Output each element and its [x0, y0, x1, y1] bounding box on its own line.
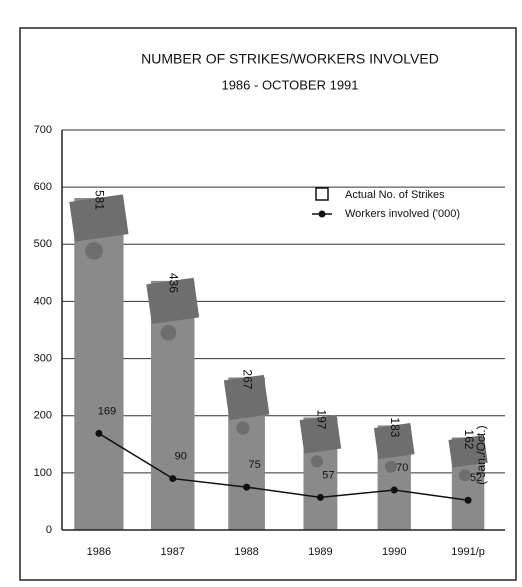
legend-swatch	[315, 187, 329, 201]
value-label: 162	[462, 429, 476, 449]
y-tick-label: 300	[34, 352, 52, 364]
x-tick-label: 1987	[161, 546, 185, 558]
point-label: 169	[98, 405, 116, 417]
point-label: 57	[322, 469, 334, 481]
y-tick-label: 400	[34, 295, 52, 307]
value-label: 436	[167, 273, 181, 293]
sign	[448, 435, 488, 468]
point-label: 75	[248, 459, 260, 471]
head	[236, 421, 250, 435]
sign	[223, 374, 270, 421]
point-label: 90	[175, 450, 187, 462]
x-tick-label: 1989	[308, 546, 332, 558]
y-tick-label: 600	[34, 181, 52, 193]
sign	[69, 194, 129, 242]
value-label: 197	[314, 409, 328, 429]
line-point	[464, 496, 472, 504]
chart-subtitle: 1986 - OCTOBER 1991	[221, 77, 358, 92]
y-tick-label: 200	[34, 410, 52, 422]
y-tick-label: 0	[46, 524, 52, 536]
annotation: ( Jan./Oct.)	[474, 425, 488, 484]
point-label: 52	[470, 472, 482, 484]
value-label: 183	[388, 417, 402, 437]
frame	[19, 27, 517, 581]
y-tick-label: 100	[34, 467, 52, 479]
line-point	[390, 486, 398, 494]
x-tick-label: 1990	[382, 546, 406, 558]
value-label: 267	[240, 369, 254, 389]
head	[160, 324, 177, 341]
y-tick-label: 700	[34, 124, 52, 136]
x-tick-label: 1991/p	[451, 546, 485, 558]
line-point	[316, 493, 324, 501]
sign	[373, 423, 415, 460]
y-tick-label: 500	[34, 238, 52, 250]
line	[98, 432, 469, 502]
sign	[299, 414, 342, 454]
chart-title: NUMBER OF STRIKES/WORKERS INVOLVED	[141, 51, 439, 67]
line-point	[243, 483, 251, 491]
value-label: 581	[93, 190, 107, 210]
sign	[146, 277, 200, 324]
legend-label: Actual No. of Strikes	[345, 189, 445, 201]
x-tick-label: 1986	[87, 546, 111, 558]
head	[310, 455, 324, 468]
line-point	[95, 429, 103, 437]
head	[458, 469, 471, 482]
x-tick-label: 1988	[234, 546, 258, 558]
legend-label: Workers involved ('000)	[345, 208, 460, 220]
legend-marker	[318, 210, 326, 218]
line-point	[169, 475, 177, 483]
head	[384, 460, 397, 473]
head	[85, 242, 103, 260]
point-label: 70	[396, 462, 408, 474]
